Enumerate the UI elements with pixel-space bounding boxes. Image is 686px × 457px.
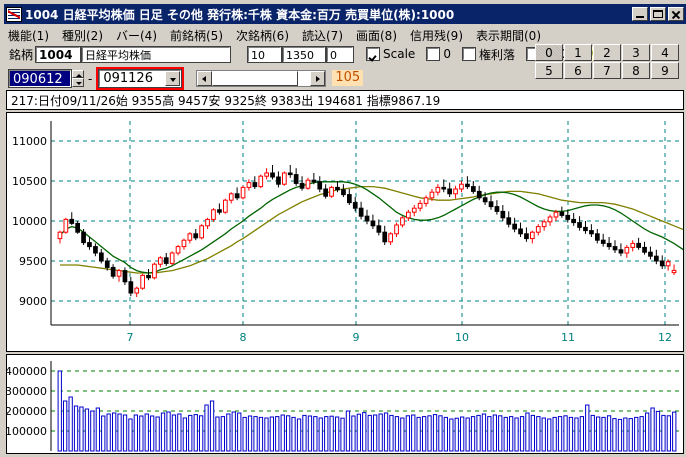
stock-code-input[interactable]: 1004	[35, 45, 82, 63]
zero-label: 0	[443, 47, 451, 61]
menu-item-period[interactable]: 表示期間(0)	[476, 28, 541, 43]
stock-code-label: 銘柄	[9, 47, 34, 62]
svg-text:9000: 9000	[19, 295, 47, 308]
title-bar: 1004 日経平均株価 日足 その他 発行株:千株 資本金:百万 売買単位(株)…	[4, 4, 686, 24]
keypad-key-2[interactable]: 2	[593, 44, 621, 61]
param3-input[interactable]: 0	[326, 45, 355, 63]
keypad-key-7[interactable]: 7	[593, 62, 621, 79]
minimize-button[interactable]	[632, 7, 648, 21]
svg-text:10: 10	[455, 331, 469, 344]
menu-item-next-stock[interactable]: 次銘柄(6)	[236, 28, 289, 43]
rights-checkbox[interactable]	[461, 47, 476, 61]
keypad-key-1[interactable]: 1	[564, 44, 592, 61]
price-chart-panel[interactable]: 11000 10500 10000 9500 9000 7 8 9 10 11 12	[6, 112, 684, 352]
svg-text:11: 11	[561, 331, 575, 344]
scale-checkbox[interactable]	[366, 47, 381, 61]
bar-count-value: 105	[332, 70, 364, 86]
keypad-key-8[interactable]: 8	[622, 62, 650, 79]
scroll-left-button[interactable]	[197, 70, 213, 86]
volume-chart-svg: 400000 300000 200000 100000	[7, 361, 679, 452]
svg-text:400000: 400000	[7, 365, 47, 378]
date-range-row: 090612 - 091126 105	[4, 66, 686, 90]
date-to-value: 091126	[103, 70, 153, 86]
param2-input[interactable]: 1350	[282, 45, 327, 63]
window-title: 1004 日経平均株価 日足 その他 発行株:千株 資本金:百万 売買単位(株)…	[25, 7, 455, 22]
svg-text:10500: 10500	[12, 175, 47, 188]
param1-input[interactable]: 10	[247, 45, 283, 63]
numeric-keypad: 0 1 2 3 4 5 6 7 8 9	[535, 44, 683, 80]
keypad-row-bottom: 5 6 7 8 9	[535, 62, 683, 80]
menu-item-prev-stock[interactable]: 前銘柄(5)	[170, 28, 223, 43]
chevron-down-icon[interactable]	[165, 70, 181, 86]
menu-item-load[interactable]: 読込(7)	[302, 28, 343, 43]
menu-bar: 機能(1) 種別(2) バー(4) 前銘柄(5) 次銘柄(6) 読込(7) 画面…	[4, 26, 686, 44]
svg-text:7: 7	[127, 331, 134, 344]
date-from-spinner[interactable]	[72, 69, 84, 87]
svg-text:8: 8	[240, 331, 247, 344]
menu-item-function[interactable]: 機能(1)	[8, 28, 49, 43]
window-controls	[632, 7, 685, 21]
menu-item-margin[interactable]: 信用残(9)	[410, 28, 463, 43]
svg-text:200000: 200000	[7, 405, 47, 418]
keypad-key-5[interactable]: 5	[535, 62, 563, 79]
svg-text:10000: 10000	[12, 215, 47, 228]
scrollbar-thumb[interactable]	[212, 70, 299, 86]
scroll-right-button[interactable]	[310, 70, 326, 86]
menu-item-bar[interactable]: バー(4)	[116, 28, 157, 43]
stock-name-input[interactable]: 日経平均株価	[81, 45, 232, 63]
date-to-highlight: 091126	[96, 66, 185, 90]
date-from-input[interactable]: 090612	[8, 68, 72, 88]
close-button[interactable]	[668, 7, 684, 21]
quote-info-text: 217:日付09/11/26始 9355高 9457安 9325終 9383出 …	[11, 93, 441, 108]
date-to-combo[interactable]: 091126	[98, 68, 183, 88]
chart-scrollbar[interactable]	[196, 69, 327, 87]
keypad-key-3[interactable]: 3	[622, 44, 650, 61]
svg-text:12: 12	[658, 331, 672, 344]
svg-text:300000: 300000	[7, 385, 47, 398]
scrollbar-trough[interactable]	[212, 70, 311, 86]
svg-text:9500: 9500	[19, 255, 47, 268]
scale-label: Scale	[383, 47, 416, 61]
quote-info-bar: 217:日付09/11/26始 9355高 9457安 9325終 9383出 …	[6, 90, 684, 110]
keypad-row-top: 0 1 2 3 4	[535, 44, 683, 62]
svg-text:11000: 11000	[12, 135, 47, 148]
keypad-key-9[interactable]: 9	[651, 62, 679, 79]
rights-label: 権利落	[478, 47, 515, 62]
keypad-key-6[interactable]: 6	[564, 62, 592, 79]
keypad-key-4[interactable]: 4	[651, 44, 679, 61]
menu-item-type[interactable]: 種別(2)	[62, 28, 103, 43]
menu-item-screen[interactable]: 画面(8)	[356, 28, 397, 43]
chart-icon	[6, 6, 22, 22]
svg-text:100000: 100000	[7, 425, 47, 438]
date-separator: -	[88, 70, 93, 86]
maximize-button[interactable]	[650, 7, 666, 21]
zero-checkbox[interactable]	[426, 47, 441, 61]
svg-text:9: 9	[353, 331, 360, 344]
keypad-key-0[interactable]: 0	[535, 44, 563, 61]
volume-chart-panel[interactable]: 400000 300000 200000 100000	[6, 354, 684, 454]
price-chart-svg: 11000 10500 10000 9500 9000 7 8 9 10 11 12	[12, 121, 683, 344]
